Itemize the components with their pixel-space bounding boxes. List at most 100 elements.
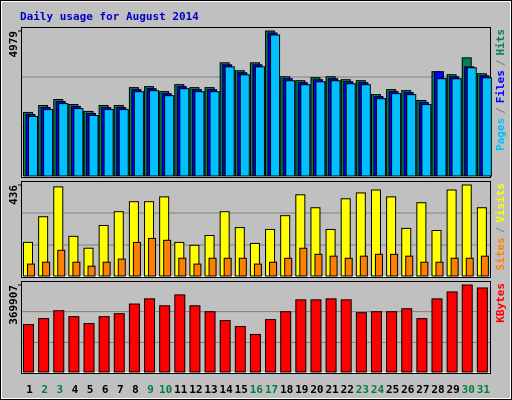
bar: [355, 312, 367, 373]
bar: [58, 103, 69, 177]
bar: [27, 263, 35, 277]
bar: [163, 239, 172, 277]
bar: [83, 323, 95, 373]
bar: [314, 253, 323, 277]
bar: [148, 237, 157, 277]
bar: [420, 261, 429, 277]
bar: [209, 91, 220, 177]
x-tick-label: 27: [416, 383, 429, 396]
bar: [315, 81, 326, 177]
bar: [406, 94, 417, 177]
bar: [178, 257, 187, 277]
bar: [223, 257, 232, 277]
x-tick-label: 18: [280, 383, 293, 396]
bar: [446, 291, 458, 373]
bar: [238, 257, 247, 277]
bar: [391, 93, 402, 177]
legend-entry: KBytes: [494, 283, 507, 323]
bar: [149, 90, 160, 177]
x-tick-label: 5: [87, 383, 94, 396]
bar: [128, 303, 140, 373]
x-tick-label: 10: [159, 383, 172, 396]
bar: [117, 258, 126, 277]
bar: [254, 66, 265, 177]
legend-separator: /: [494, 226, 507, 233]
x-tick-label: 2: [41, 383, 48, 396]
legend-separator: /: [494, 107, 507, 114]
bar: [416, 318, 428, 373]
bar: [224, 66, 235, 177]
bar: [72, 261, 81, 277]
bar: [269, 261, 278, 277]
legend-entry: Sites: [494, 237, 507, 270]
bar: [43, 109, 54, 177]
bar: [481, 77, 492, 177]
x-tick-label: 1: [26, 383, 33, 396]
bar: [132, 241, 141, 277]
legend-entry: Files: [494, 70, 507, 103]
bar: [325, 298, 337, 373]
bar: [284, 257, 293, 277]
x-tick-label: 14: [220, 383, 234, 396]
bar: [253, 263, 262, 277]
bar: [144, 298, 156, 373]
bar: [28, 116, 38, 177]
bar: [330, 80, 341, 177]
y-tick-label: 4979: [7, 31, 20, 58]
chart-title: Daily usage for August 2014: [20, 10, 199, 23]
bar: [345, 83, 356, 177]
x-tick-label: 13: [204, 383, 217, 396]
bar: [359, 255, 368, 277]
legend-separator: /: [494, 59, 507, 66]
x-tick-label: 30: [462, 383, 475, 396]
bar: [285, 80, 296, 177]
x-tick-label: 23: [356, 383, 369, 396]
bar: [421, 104, 432, 177]
bar: [38, 318, 50, 373]
bar: [465, 257, 474, 277]
x-tick-label: 6: [102, 383, 109, 396]
bar: [193, 263, 202, 277]
bar: [179, 88, 190, 177]
bar: [386, 311, 398, 373]
x-tick-label: 15: [235, 383, 248, 396]
bar: [98, 316, 110, 373]
bar: [265, 319, 277, 373]
legend-entry: Pages: [494, 118, 507, 151]
bar: [374, 253, 383, 277]
x-tick-label: 4: [72, 383, 79, 396]
x-tick-label: 21: [325, 383, 339, 396]
bar: [390, 253, 399, 277]
bar: [295, 299, 307, 373]
x-tick-label: 17: [265, 383, 278, 396]
bar: [87, 265, 96, 277]
bar: [450, 257, 459, 277]
legend: Pages / Files / Hits: [494, 29, 507, 151]
bar: [401, 308, 413, 373]
bar: [436, 78, 447, 177]
x-tick-label: 11: [174, 383, 188, 396]
legend-entry: Hits: [494, 29, 507, 56]
bar: [466, 67, 477, 177]
bar: [300, 84, 311, 177]
bar: [299, 247, 308, 277]
bar: [42, 261, 51, 277]
bar: [219, 320, 231, 373]
bar: [461, 284, 473, 373]
bar: [189, 305, 201, 373]
bar: [102, 261, 111, 277]
bar: [405, 255, 414, 277]
legend: Sites / Visits: [494, 183, 507, 271]
bar: [270, 34, 281, 177]
bar: [159, 305, 171, 373]
bar: [53, 310, 65, 373]
x-tick-label: 24: [371, 383, 385, 396]
bar: [370, 311, 382, 373]
x-tick-label: 29: [446, 383, 459, 396]
bar: [451, 78, 462, 177]
bar: [344, 257, 353, 277]
x-tick-label: 16: [250, 383, 264, 396]
x-tick-label: 25: [386, 383, 399, 396]
